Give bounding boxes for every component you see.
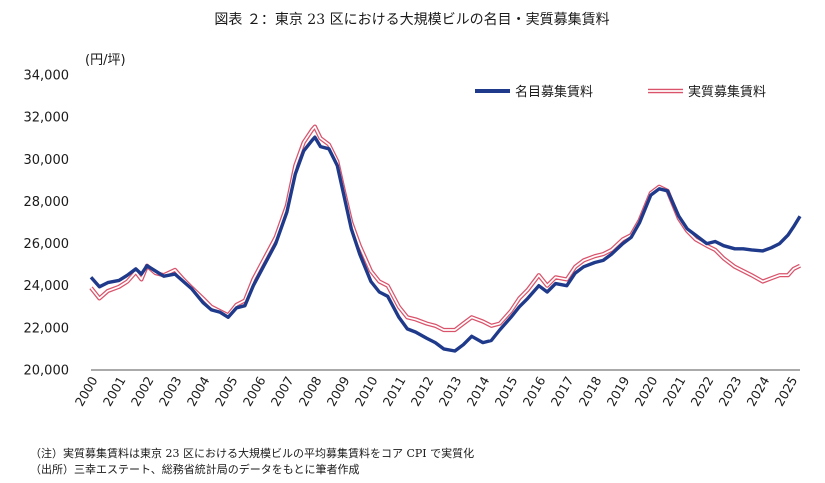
- x-tick-label: 2009: [324, 374, 353, 409]
- legend: 名目募集賃料 実質募集賃料: [475, 84, 766, 100]
- series-line-real: [89, 124, 801, 333]
- y-tick-label: 20,000: [24, 364, 70, 379]
- x-tick-label: 2001: [100, 374, 129, 409]
- legend-label-nominal: 名目募集賃料: [515, 84, 593, 100]
- footnote-source: （出所）三幸エステート、総務省統計局のデータをもとに筆者作成: [30, 462, 360, 476]
- x-tick-label: 2005: [212, 374, 241, 409]
- chart-title: 図表 ２：東京 23 区における大規模ビルの名目・実質募集賃料: [214, 11, 609, 28]
- y-axis-unit-label: (円/坪): [85, 53, 126, 68]
- y-tick-label: 24,000: [24, 279, 70, 294]
- x-axis-ticks: 2000 2001 2002 2003 2004 2005 2006 2007 2008 2009…: [72, 374, 801, 409]
- x-tick-label: 2006: [240, 374, 269, 409]
- x-tick-label: 2023: [716, 374, 745, 409]
- y-tick-label: 26,000: [24, 237, 70, 252]
- series-line-real-inner: [90, 125, 801, 331]
- x-tick-label: 2007: [268, 374, 297, 409]
- y-tick-label: 30,000: [24, 153, 70, 168]
- legend-item-nominal: 名目募集賃料: [475, 84, 593, 100]
- x-tick-label: 2014: [464, 374, 493, 409]
- x-tick-label: 2015: [492, 374, 521, 409]
- legend-item-real: 実質募集賃料: [648, 84, 766, 100]
- x-tick-label: 2000: [72, 374, 101, 409]
- x-tick-label: 2016: [520, 374, 549, 409]
- y-tick-label: 22,000: [24, 321, 70, 336]
- x-tick-label: 2008: [296, 374, 325, 409]
- x-tick-label: 2013: [436, 374, 465, 409]
- x-tick-label: 2010: [352, 374, 381, 409]
- x-tick-label: 2003: [156, 374, 185, 409]
- x-tick-label: 2018: [576, 374, 605, 409]
- x-tick-label: 2011: [380, 374, 409, 409]
- y-tick-label: 28,000: [24, 195, 70, 210]
- x-tick-label: 2012: [408, 374, 437, 409]
- x-tick-label: 2020: [632, 374, 661, 409]
- series-real-rent: [89, 124, 801, 333]
- series-line-nominal: [89, 135, 802, 353]
- x-tick-label: 2025: [771, 374, 800, 409]
- legend-label-real: 実質募集賃料: [688, 84, 766, 100]
- x-tick-label: 2002: [128, 374, 157, 409]
- x-tick-label: 2021: [660, 374, 689, 409]
- x-tick-label: 2022: [688, 374, 717, 409]
- footnote-note: （注）実質募集賃料は東京 23 区における大規模ビルの平均募集賃料をコア CPI…: [30, 446, 474, 460]
- y-tick-label: 32,000: [24, 111, 70, 126]
- x-tick-label: 2017: [548, 374, 577, 409]
- series-nominal-rent: [89, 135, 802, 353]
- y-tick-label: 34,000: [24, 69, 70, 84]
- x-tick-label: 2019: [604, 374, 633, 409]
- y-axis-ticks: 20,000 22,000 24,000 26,000 28,000 30,000 32,0…: [24, 69, 70, 379]
- x-tick-label: 2004: [184, 374, 213, 409]
- x-tick-label: 2024: [744, 374, 773, 409]
